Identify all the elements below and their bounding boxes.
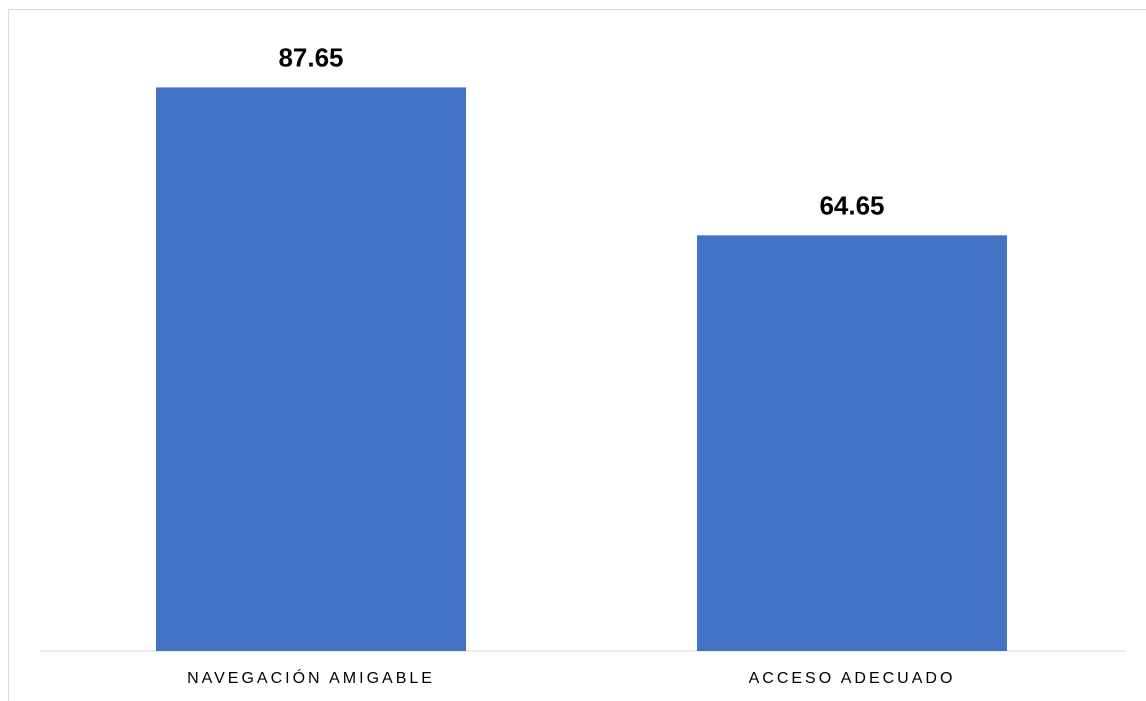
data-label-1: 87.65 <box>278 42 343 72</box>
data-label-2: 64.65 <box>819 190 884 220</box>
labels-layer: 87.65 NAVEGACIÓN AMIGABLE 64.65 ACCESO ADEC… <box>187 42 956 687</box>
bar-2 <box>697 235 1007 651</box>
category-label-1: NAVEGACIÓN AMIGABLE <box>187 668 435 687</box>
bars-layer <box>156 87 1007 651</box>
chart-frame <box>8 9 1146 701</box>
bar-1 <box>156 87 466 651</box>
category-label-2: ACCESO ADECUADO <box>749 670 956 687</box>
